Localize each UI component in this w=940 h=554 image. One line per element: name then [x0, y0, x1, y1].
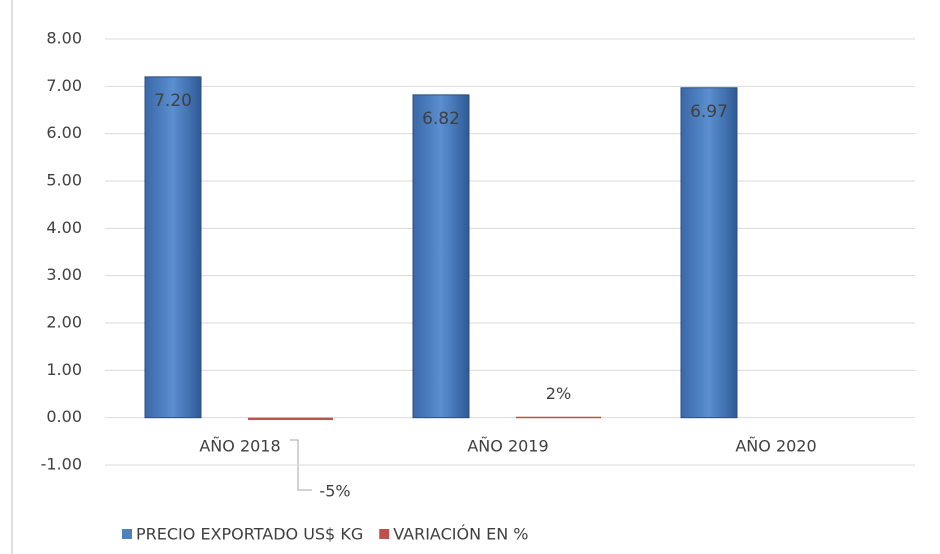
data-label: 7.20	[154, 91, 192, 111]
bar	[412, 94, 470, 419]
y-tick-label: -1.00	[41, 455, 82, 474]
y-tick-label: 8.00	[46, 29, 82, 48]
y-tick-label: 0.00	[46, 407, 82, 426]
x-tick-label: AÑO 2018	[199, 437, 280, 456]
y-tick-label: 3.00	[46, 265, 82, 284]
y-tick-label: 7.00	[46, 76, 82, 95]
legend-label: PRECIO EXPORTADO US$ KG	[136, 525, 363, 544]
x-tick-label: AÑO 2020	[735, 437, 816, 456]
bar	[144, 76, 202, 419]
y-tick-label: 6.00	[46, 123, 82, 142]
x-tick-label: AÑO 2019	[467, 437, 548, 456]
legend-label: VARIACIÓN EN %	[393, 525, 528, 544]
y-tick-label: 5.00	[46, 171, 82, 190]
bar	[516, 416, 601, 419]
y-tick-label: 1.00	[46, 360, 82, 379]
data-label: 2%	[546, 384, 571, 403]
y-tick-label: 4.00	[46, 218, 82, 237]
bar	[248, 417, 333, 421]
data-label: 6.82	[422, 109, 460, 129]
data-label: 6.97	[690, 102, 728, 122]
legend-swatch	[122, 529, 132, 539]
bar	[680, 87, 738, 419]
legend-swatch	[379, 529, 390, 539]
y-tick-label: 2.00	[46, 313, 82, 332]
data-label: -5%	[319, 482, 350, 501]
